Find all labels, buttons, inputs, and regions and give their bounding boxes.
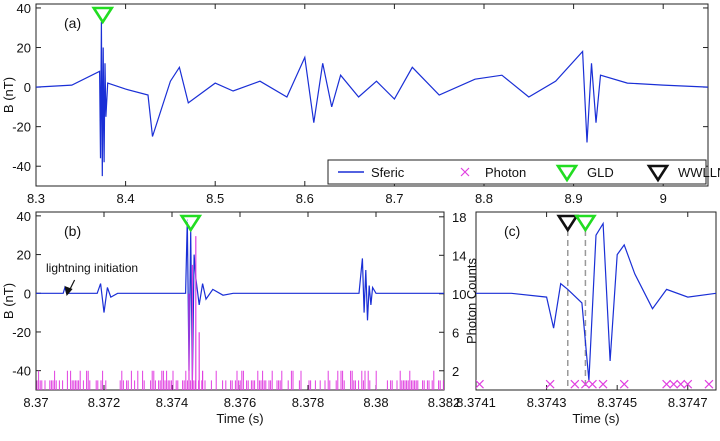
- x-tick-label: 8.8: [475, 191, 493, 206]
- y-tick-label: -20: [12, 120, 31, 135]
- gld-marker: [179, 214, 203, 233]
- plot-area: [35, 3, 709, 187]
- legend-label: Photon: [485, 165, 526, 180]
- x-tick-label: 8.5: [206, 191, 224, 206]
- plot-content: [36, 219, 444, 390]
- legend-box: [327, 159, 707, 185]
- plot-area: [35, 211, 445, 391]
- panel-label: (b): [64, 223, 81, 239]
- lightning-initiation-annotation: lightning initiation: [46, 261, 138, 275]
- photon-marker: [704, 379, 714, 389]
- legend-gld-swatch-inner: [561, 168, 573, 177]
- y-right-tick-label: 18: [452, 210, 466, 225]
- y-tick-label: 0: [24, 286, 31, 301]
- panel-label: (c): [504, 223, 520, 239]
- photon-marker: [545, 379, 555, 389]
- x-tick-label: 8.3741: [456, 395, 496, 410]
- gld-marker-inner: [184, 218, 197, 227]
- x-axis-label: Time (s): [216, 411, 263, 426]
- plot-content: [36, 21, 708, 177]
- y-tick-label: 20: [17, 41, 31, 56]
- photon-marker: [588, 379, 597, 389]
- annotation-arrow-head: [64, 286, 73, 296]
- photon-marker: [580, 379, 590, 389]
- photon-count-background: [36, 370, 444, 390]
- gld-marker-inner: [579, 218, 592, 227]
- gld-marker: [574, 214, 597, 233]
- gld-marker: [91, 6, 115, 25]
- photon-marker: [669, 379, 679, 389]
- photon-series: [188, 236, 204, 390]
- x-tick-label: 9: [660, 191, 667, 206]
- x-axis-label: Time (s): [572, 411, 619, 426]
- photon-marker: [676, 379, 686, 389]
- y-tick-label: -20: [12, 325, 31, 340]
- photon-marker: [662, 379, 672, 389]
- legend: Sferic Photon GLD WWLLN: [327, 159, 720, 185]
- sferic-series: [36, 21, 708, 177]
- x-tick-label: 8.4: [117, 191, 135, 206]
- x-tick-label: 8.382: [428, 395, 461, 410]
- y-right-tick-label: 10: [452, 287, 466, 302]
- x-tick-label: 8.3: [27, 191, 45, 206]
- x-tick-label: 8.3743: [527, 395, 567, 410]
- x-tick-label: 8.37: [23, 395, 48, 410]
- x-tick-label: 8.3745: [597, 395, 637, 410]
- y-tick-label: -40: [12, 364, 31, 379]
- y-tick-label: 40: [17, 1, 31, 16]
- wwlln-marker-inner: [561, 218, 574, 227]
- legend-label: Sferic: [371, 165, 405, 180]
- photon-marker: [570, 379, 580, 389]
- y-tick-label: 20: [17, 248, 31, 263]
- y-axis-label: B (nT): [1, 283, 16, 319]
- x-tick-label: 8.372: [88, 395, 121, 410]
- panel-c: 8.3741 8.3743 8.3745 8.3747 Time (s) (c): [456, 211, 717, 426]
- x-tick-label: 8.9: [565, 191, 583, 206]
- y-right-axis-label: Photon Counts: [464, 258, 479, 345]
- sferic-series: [476, 221, 716, 381]
- x-tick-label: 8.7: [385, 191, 403, 206]
- panel-label: (a): [64, 15, 81, 31]
- wwlln-marker: [556, 214, 580, 233]
- y-axis-label: B (nT): [1, 77, 16, 113]
- plot-content: [476, 221, 716, 390]
- y-tick-label: 0: [24, 80, 31, 95]
- legend-photon-swatch: [460, 167, 470, 177]
- y-right-tick-label: 6: [452, 325, 459, 340]
- gld-marker-inner: [96, 10, 109, 19]
- legend-wwlln-swatch-inner: [652, 168, 664, 177]
- photon-marker: [683, 379, 693, 389]
- x-tick-label: 8.6: [296, 191, 314, 206]
- y-tick-label: -40: [12, 159, 31, 174]
- x-tick-label: 8.3747: [668, 395, 708, 410]
- panel-a: 8.3 8.4 8.5 8.6 8.7 8.8 8.9 9 40 20 0 -20 -40 B (nT) (…: [1, 1, 709, 206]
- photon-marker: [598, 379, 608, 389]
- legend-label: GLD: [587, 165, 614, 180]
- photon-marker: [619, 379, 629, 389]
- y-tick-label: 40: [17, 209, 31, 224]
- x-tick-label: 8.376: [224, 395, 257, 410]
- x-tick-label: 8.378: [292, 395, 325, 410]
- y-right-tick-label: 14: [452, 248, 466, 263]
- legend-label: WWLLN: [678, 165, 720, 180]
- legend-gld-swatch: [555, 164, 579, 183]
- y-right-tick-label: 2: [452, 364, 459, 379]
- x-tick-label: 8.38: [363, 395, 388, 410]
- x-tick-label: 8.374: [156, 395, 189, 410]
- panel-b: 8.37 8.372 8.374 8.376 8.378 8.38 8.382 40 20 0 -2…: [1, 209, 479, 426]
- photon-marker: [476, 379, 484, 389]
- legend-wwlln-swatch: [646, 164, 670, 183]
